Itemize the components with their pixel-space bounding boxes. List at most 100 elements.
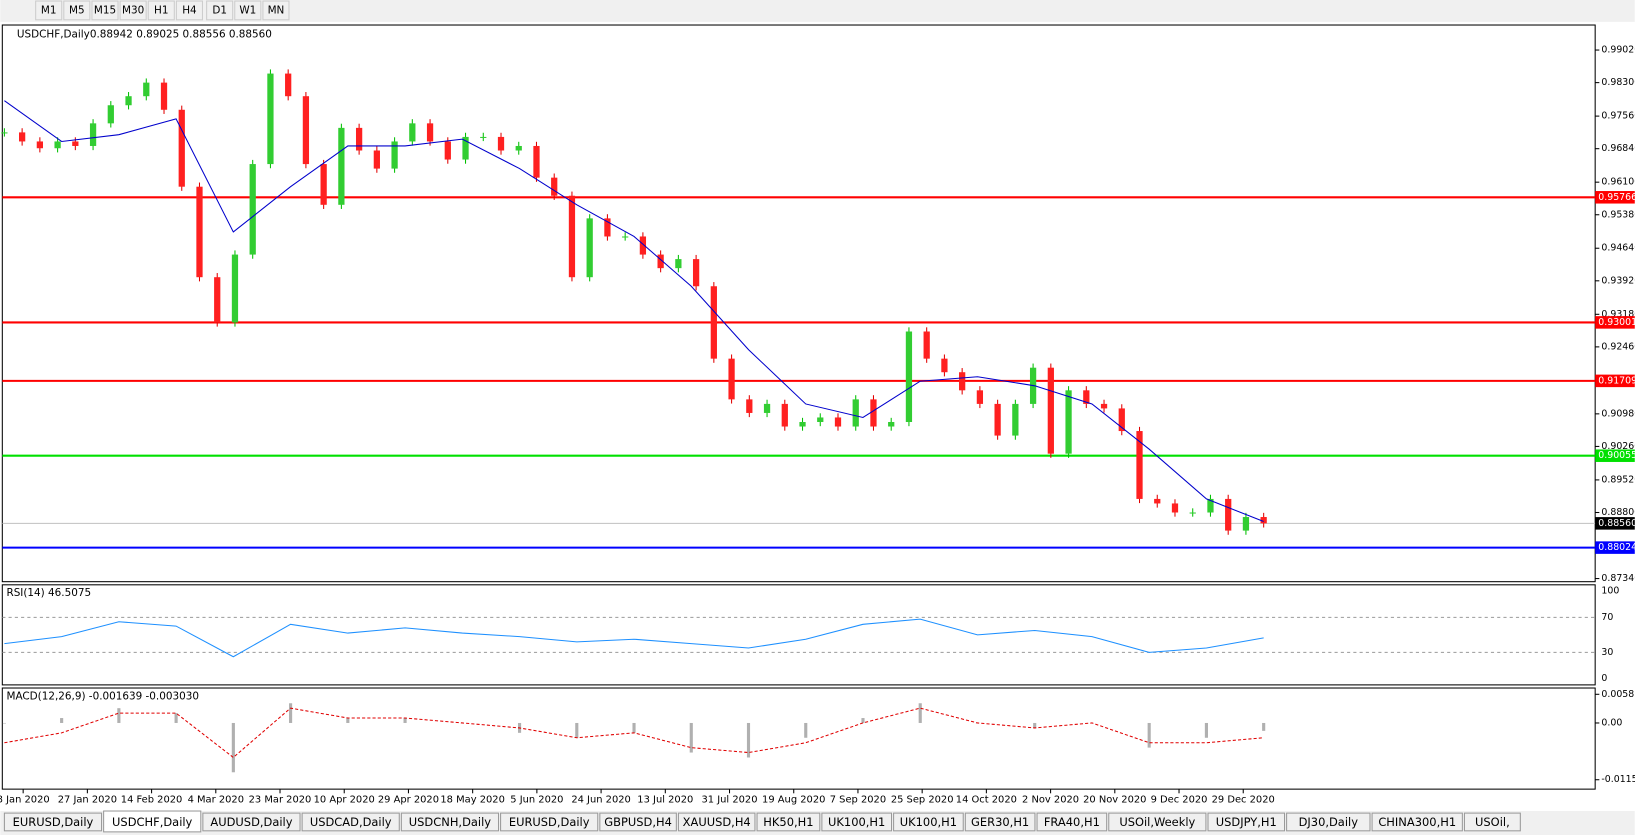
tab[interactable] xyxy=(301,812,400,832)
tab[interactable] xyxy=(893,812,964,832)
current-price-badge xyxy=(1595,517,1635,530)
tab-label[interactable]: GBPUSD,H4 xyxy=(604,815,672,829)
tab-label[interactable]: HK50,H1 xyxy=(763,815,813,829)
tab[interactable] xyxy=(964,812,1036,832)
x-tick-label: 31 Jul 2020 xyxy=(702,795,758,806)
macd-bar xyxy=(746,722,751,758)
timeframe-label[interactable]: D1 xyxy=(212,4,227,16)
tab-label[interactable]: DJ30,Daily xyxy=(1299,815,1359,829)
candle xyxy=(107,105,114,124)
tab[interactable] xyxy=(1371,812,1463,832)
tab[interactable] xyxy=(1036,812,1108,832)
candle xyxy=(444,141,451,160)
tab[interactable] xyxy=(1286,812,1371,832)
timeframe-button[interactable] xyxy=(262,0,290,21)
candle xyxy=(143,82,150,97)
candle xyxy=(1100,403,1108,409)
x-tick-label: 5 Jun 2020 xyxy=(510,795,563,806)
tab[interactable] xyxy=(400,812,500,832)
tab-label[interactable]: USDCNH,Daily xyxy=(409,815,491,829)
macd-bar xyxy=(918,703,922,723)
tab-label[interactable]: EURUSD,Daily xyxy=(509,815,590,829)
level-label: 0.91709 xyxy=(1598,375,1635,386)
candle xyxy=(89,123,97,146)
timeframe-button[interactable] xyxy=(63,0,91,21)
macd-bar xyxy=(1147,722,1151,748)
tab-label[interactable]: UK100,H1 xyxy=(828,815,885,829)
timeframe-button[interactable] xyxy=(206,0,234,21)
tab-label[interactable]: FRA40,H1 xyxy=(1044,815,1100,829)
candle xyxy=(657,254,664,269)
timeframe-label[interactable]: H1 xyxy=(154,4,168,16)
moving-average xyxy=(4,100,1264,523)
timeframe-label[interactable]: M15 xyxy=(94,4,116,16)
x-tick-label: 25 Sep 2020 xyxy=(891,795,954,806)
candle xyxy=(852,399,859,427)
tab-label[interactable]: USDJPY,H1 xyxy=(1216,815,1277,829)
candle xyxy=(710,286,717,359)
macd-bar xyxy=(1033,722,1037,728)
timeframe-label[interactable]: M1 xyxy=(41,4,57,16)
timeframe-button[interactable] xyxy=(35,0,63,21)
tab[interactable] xyxy=(3,812,103,832)
tab[interactable] xyxy=(756,812,821,832)
timeframe-button[interactable] xyxy=(119,0,147,21)
candle xyxy=(551,177,558,196)
tab[interactable] xyxy=(1108,812,1207,832)
x-tick-label: 4 Mar 2020 xyxy=(188,795,244,806)
timeframe-button[interactable] xyxy=(91,0,119,21)
candle xyxy=(1225,498,1232,531)
tab-label[interactable]: EURUSD,Daily xyxy=(13,815,94,829)
timeframe-label[interactable]: M5 xyxy=(69,4,85,16)
candle xyxy=(497,136,505,151)
tab-label[interactable]: GER30,H1 xyxy=(971,815,1029,829)
rsi-tick-label: 30 xyxy=(1601,647,1613,658)
tab-label[interactable]: AUDUSD,Daily xyxy=(210,815,292,829)
macd-bar xyxy=(632,722,636,733)
level-badge xyxy=(1595,374,1635,388)
candle xyxy=(72,141,79,146)
rsi-tick-label: 70 xyxy=(1601,612,1613,623)
candle xyxy=(249,164,256,255)
x-tick-label: 24 Jun 2020 xyxy=(571,795,631,806)
macd-signal xyxy=(4,707,1264,759)
tab[interactable] xyxy=(677,812,756,832)
level-label: 0.88024 xyxy=(1598,542,1635,553)
candle xyxy=(781,403,788,427)
x-tick-label: 14 Feb 2020 xyxy=(121,795,183,806)
timeframe-label[interactable]: MN xyxy=(268,4,285,16)
tab[interactable] xyxy=(202,812,301,832)
tab[interactable] xyxy=(1463,812,1521,832)
tab-label[interactable]: UK100,H1 xyxy=(900,815,957,829)
x-tick-label: 10 Apr 2020 xyxy=(314,795,375,806)
macd-panel xyxy=(1,687,1596,790)
tab-label[interactable]: CHINA300,H1 xyxy=(1378,815,1456,829)
x-tick-label: 13 Jul 2020 xyxy=(637,795,693,806)
candle xyxy=(515,145,522,151)
tab-label[interactable]: USDCAD,Daily xyxy=(310,815,392,829)
timeframe-button[interactable] xyxy=(175,0,203,21)
candle xyxy=(604,218,611,237)
macd-bar xyxy=(804,722,808,738)
tab-label[interactable]: USDCHF,Daily xyxy=(112,815,193,829)
level-badge xyxy=(1595,316,1635,329)
tab-label[interactable]: USOil, xyxy=(1475,815,1510,829)
timeframe-label[interactable]: H4 xyxy=(182,4,197,16)
timeframe-button[interactable] xyxy=(234,0,262,21)
tab[interactable] xyxy=(103,810,202,833)
tab-label[interactable]: XAUUSD,H4 xyxy=(683,815,751,829)
timeframe-label[interactable]: M30 xyxy=(122,4,144,16)
candle xyxy=(267,73,274,165)
tab[interactable] xyxy=(821,812,893,832)
candle xyxy=(639,236,647,255)
timeframe-button[interactable] xyxy=(147,0,175,21)
tab[interactable] xyxy=(599,812,677,832)
candle xyxy=(1083,390,1090,404)
tab-label[interactable]: USOil,Weekly xyxy=(1119,815,1195,829)
candle xyxy=(125,96,132,106)
timeframe-label[interactable]: W1 xyxy=(239,4,256,16)
tab[interactable] xyxy=(500,812,599,832)
tab[interactable] xyxy=(1207,812,1286,832)
